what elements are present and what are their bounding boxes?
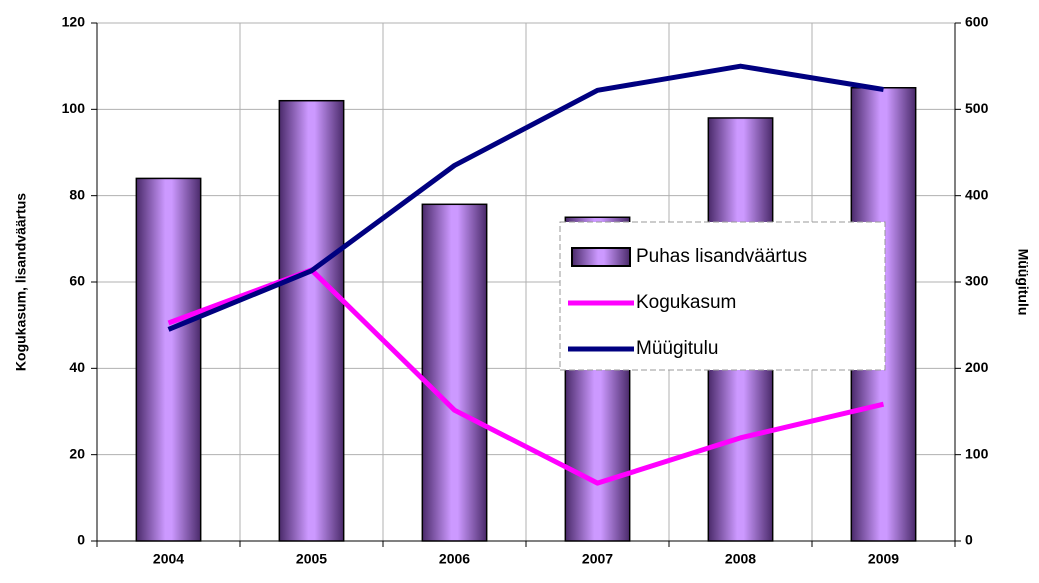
x-tick-label: 2009 bbox=[868, 551, 899, 567]
line bbox=[167, 63, 884, 332]
legend-label: Puhas lisandväärtus bbox=[636, 246, 807, 267]
y-tick-label: 100 bbox=[62, 100, 86, 116]
y2-tick-label: 600 bbox=[965, 14, 989, 30]
y-tick-label: 40 bbox=[69, 359, 85, 375]
x-tick-label: 2008 bbox=[725, 551, 756, 567]
y-tick-label: 20 bbox=[69, 445, 85, 461]
y2-tick-label: 100 bbox=[965, 445, 989, 461]
y2-tick-label: 500 bbox=[965, 100, 989, 116]
y-tick-label: 80 bbox=[69, 186, 85, 202]
y2-tick-label: 300 bbox=[965, 273, 989, 289]
x-tick-label: 2005 bbox=[296, 551, 327, 567]
y-tick-label: 60 bbox=[69, 273, 85, 289]
x-tick-label: 2006 bbox=[439, 551, 470, 567]
legend-label: Müügitulu bbox=[636, 338, 718, 359]
bar bbox=[278, 99, 345, 542]
legend-label: Kogukasum bbox=[636, 292, 736, 313]
y2-tick-label: 400 bbox=[965, 186, 989, 202]
x-tick-label: 2007 bbox=[582, 551, 613, 567]
y-axis-title: Kogukasum, lisandväärtus bbox=[13, 193, 29, 371]
bar bbox=[135, 177, 202, 542]
y2-tick-label: 0 bbox=[965, 532, 973, 548]
x-tick-label: 2004 bbox=[153, 551, 184, 567]
y-tick-label: 0 bbox=[77, 532, 85, 548]
legend-symbol bbox=[571, 247, 631, 267]
y2-axis-title: Müügitulu bbox=[1015, 249, 1031, 316]
y-tick-label: 120 bbox=[62, 14, 86, 30]
y2-tick-label: 200 bbox=[965, 359, 989, 375]
bar bbox=[421, 203, 488, 542]
legend-box bbox=[559, 221, 886, 371]
